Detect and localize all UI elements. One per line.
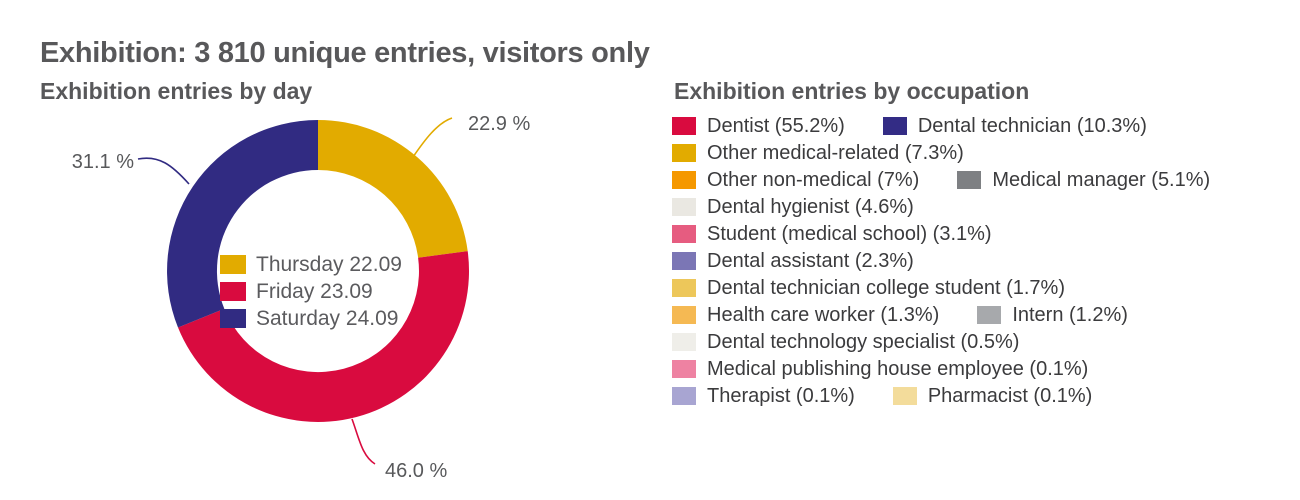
legend-item-health-care-worker: Health care worker (1.3%) xyxy=(672,304,939,327)
legend-swatch-icon xyxy=(220,282,246,301)
day-legend-item-saturday-24-09: Saturday 24.09 xyxy=(220,306,402,330)
legend-swatch-icon xyxy=(672,252,696,270)
occupation-legend-row: Other medical-related (7.3%) xyxy=(672,142,1300,165)
legend-item-label: Dentist (55.2%) xyxy=(707,114,845,137)
legend-item-label: Intern (1.2%) xyxy=(1012,303,1128,326)
legend-swatch-icon xyxy=(672,225,696,243)
occupation-legend-row: Dental hygienist (4.6%) xyxy=(672,196,1300,219)
legend-item-label: Other non-medical (7%) xyxy=(707,168,920,191)
legend-item-label: Dental hygienist (4.6%) xyxy=(707,195,914,218)
occupation-legend: Dentist (55.2%) Dental technician (10.3%)… xyxy=(672,114,1300,413)
legend-swatch-icon xyxy=(672,171,696,189)
legend-item-label: Medical publishing house employee (0.1%) xyxy=(707,357,1089,380)
legend-swatch-icon xyxy=(672,279,696,297)
legend-item-intern: Intern (1.2%) xyxy=(977,304,1128,327)
legend-item-student-medical-school: Student (medical school) (3.1%) xyxy=(672,223,992,246)
legend-swatch-icon xyxy=(672,360,696,378)
legend-swatch-icon xyxy=(672,333,696,351)
legend-item-label: Dental technology specialist (0.5%) xyxy=(707,330,1020,353)
legend-item-label: Medical manager (5.1%) xyxy=(992,168,1211,191)
day-chart-title: Exhibition entries by day xyxy=(40,78,313,105)
occupation-chart-title: Exhibition entries by occupation xyxy=(674,78,1030,105)
day-legend-item-friday-23-09: Friday 23.09 xyxy=(220,279,402,303)
day-legend-item-thursday-22-09: Thursday 22.09 xyxy=(220,252,402,276)
legend-item-label: Dental technician college student (1.7%) xyxy=(707,276,1065,299)
donut-segment-thursday-22-09 xyxy=(318,120,468,258)
legend-item-pharmacist: Pharmacist (0.1%) xyxy=(892,384,1093,408)
legend-item-label: Health care worker (1.3%) xyxy=(707,303,940,326)
legend-item-label: Therapist (0.1%) xyxy=(707,384,855,407)
legend-item-dental-hygienist: Dental hygienist (4.6%) xyxy=(672,196,914,219)
legend-item-label: Pharmacist (0.1%) xyxy=(927,384,1093,407)
legend-swatch-icon xyxy=(672,306,696,324)
legend-swatch-icon xyxy=(957,171,982,189)
legend-item-dental-assistant: Dental assistant (2.3%) xyxy=(672,250,914,273)
day-legend-label: Thursday 22.09 xyxy=(256,252,402,276)
leader-line-saturday-24-09 xyxy=(137,157,190,185)
page-title: Exhibition: 3 810 unique entries, visito… xyxy=(40,37,650,70)
legend-item-other-non-medical: Other non-medical (7%) xyxy=(672,169,919,192)
occupation-legend-row: Other non-medical (7%) Medical manager (5… xyxy=(672,169,1300,192)
legend-item-other-medical-related: Other medical-related (7.3%) xyxy=(672,142,964,165)
donut-segment-saturday-24-09 xyxy=(167,120,318,328)
day-legend-label: Saturday 24.09 xyxy=(256,306,399,330)
occupation-legend-row: Dentist (55.2%) Dental technician (10.3%) xyxy=(672,114,1300,138)
occupation-legend-row: Dental technology specialist (0.5%) xyxy=(672,331,1300,354)
donut-segment-friday-23-09 xyxy=(178,251,470,422)
occupation-legend-row: Medical publishing house employee (0.1%) xyxy=(672,358,1300,381)
legend-swatch-icon xyxy=(220,309,246,328)
legend-swatch-icon xyxy=(672,144,696,162)
legend-item-medical-manager: Medical manager (5.1%) xyxy=(957,169,1210,192)
occupation-legend-row: Dental assistant (2.3%) xyxy=(672,250,1300,273)
legend-item-label: Other medical-related (7.3%) xyxy=(707,141,964,164)
legend-item-label: Student (medical school) (3.1%) xyxy=(707,222,992,245)
day-donut-chart: Thursday 22.09 Friday 23.09 Saturday 24.09… xyxy=(71,113,531,482)
day-chart-legend: Thursday 22.09 Friday 23.09 Saturday 24.09 xyxy=(220,252,402,330)
legend-item-dental-technician: Dental technician (10.3%) xyxy=(882,114,1147,138)
legend-item-medical-publishing-house-employee: Medical publishing house employee (0.1%) xyxy=(672,358,1088,381)
legend-swatch-icon xyxy=(672,198,696,216)
pct-label-thursday-22-09: 22.9 % xyxy=(468,113,531,135)
legend-swatch-icon xyxy=(672,117,696,135)
occupation-legend-row: Dental technician college student (1.7%) xyxy=(672,277,1300,300)
donut-chart-svg xyxy=(137,117,470,465)
legend-item-label: Dental technician (10.3%) xyxy=(917,114,1147,137)
legend-swatch-icon xyxy=(220,255,246,274)
legend-swatch-icon xyxy=(672,387,696,405)
pct-label-saturday-24-09: 31.1 % xyxy=(71,151,134,173)
leader-line-thursday-22-09 xyxy=(412,117,453,158)
legend-swatch-icon xyxy=(892,387,917,405)
legend-swatch-icon xyxy=(882,117,907,135)
legend-item-dental-technician-college-student: Dental technician college student (1.7%) xyxy=(672,277,1065,300)
legend-item-therapist: Therapist (0.1%) xyxy=(672,385,855,408)
leader-line-friday-23-09 xyxy=(351,418,376,465)
day-legend-label: Friday 23.09 xyxy=(256,279,373,303)
occupation-legend-row: Therapist (0.1%) Pharmacist (0.1%) xyxy=(672,384,1300,408)
pct-label-friday-23-09: 46.0 % xyxy=(385,460,448,482)
occupation-legend-row: Student (medical school) (3.1%) xyxy=(672,223,1300,246)
occupation-legend-row: Health care worker (1.3%) Intern (1.2%) xyxy=(672,304,1300,327)
legend-item-dentist: Dentist (55.2%) xyxy=(672,115,845,138)
legend-item-dental-technology-specialist: Dental technology specialist (0.5%) xyxy=(672,331,1019,354)
legend-item-label: Dental assistant (2.3%) xyxy=(707,249,914,272)
legend-swatch-icon xyxy=(977,306,1002,324)
